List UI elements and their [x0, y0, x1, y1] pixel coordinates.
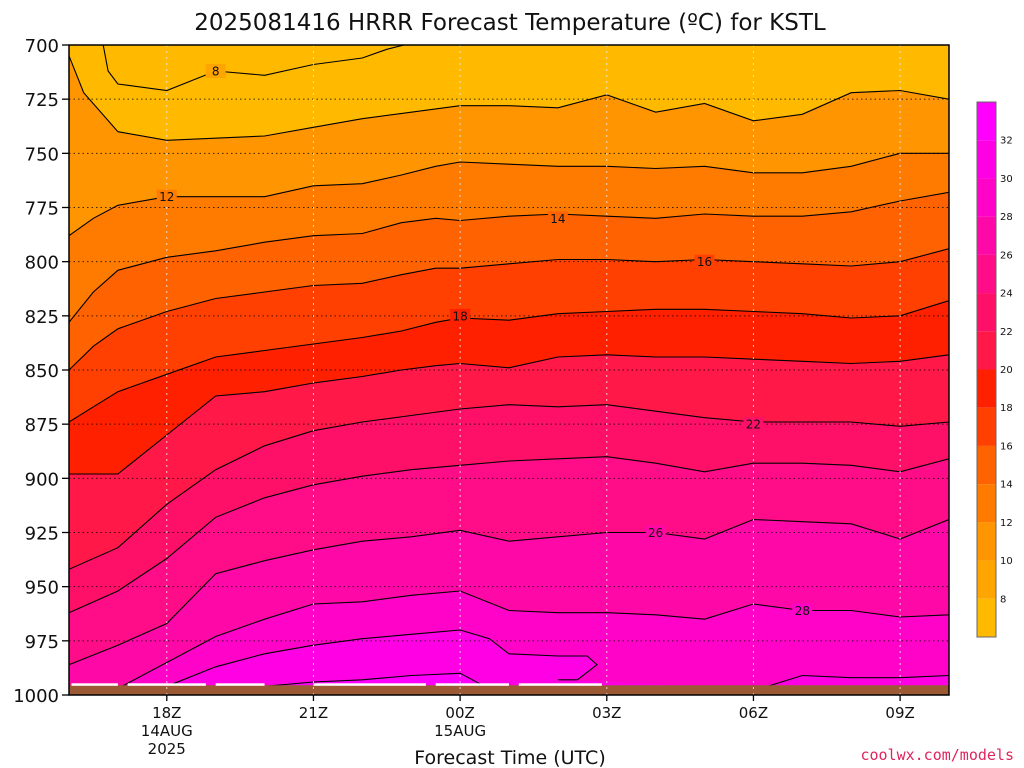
colorbar-swatch-12 [977, 484, 996, 523]
colorbar-label-8: 8 [1000, 594, 1006, 605]
x-axis-label: Forecast Time (UTC) [414, 747, 605, 768]
colorbar-swatch-24 [977, 254, 996, 294]
colorbar-swatch-32 [977, 102, 996, 141]
isotherm-label-bg-28 [792, 603, 813, 618]
isotherm-label-12: 12 [159, 190, 174, 204]
colorbar-label-32: 32 [1000, 136, 1013, 147]
isotherm-label-bg-18 [450, 308, 471, 323]
x-tick-label-18Z: 18Z [152, 704, 181, 722]
x-tick-label-03Z: 03Z [592, 704, 621, 722]
colorbar-label-14: 14 [1000, 480, 1013, 491]
colorbar: 8 10 12 14 16 18 20 22 24 26 28 30 32 [976, 101, 1013, 638]
x-tick-label-00Z: 00Z [445, 704, 474, 722]
temperature-band-30 [142, 630, 906, 695]
isotherm-label-28: 28 [795, 604, 810, 618]
y-tick-label-925: 925 [25, 524, 59, 545]
grid-lines [69, 45, 949, 695]
isotherm-30 [753, 674, 949, 692]
isotherm-label-bg-8 [205, 64, 226, 78]
surface-marker-1 [127, 683, 206, 686]
surface-marker-2 [215, 683, 265, 686]
isotherm-30 [142, 629, 598, 695]
colorbar-label-22: 22 [1000, 327, 1013, 338]
isotherm-label-bg-26 [645, 525, 666, 540]
colorbar-label-26: 26 [1000, 250, 1013, 261]
x-tick-label-14AUG: 14AUG [141, 722, 193, 740]
x-tick-label-21Z: 21Z [299, 704, 328, 722]
y-tick-label-800: 800 [25, 253, 59, 274]
isotherm-label-26: 26 [648, 526, 663, 540]
colorbar-swatch-18 [977, 369, 996, 408]
colorbar-swatch-22 [977, 293, 996, 332]
isotherm-label-bg-16 [694, 254, 715, 269]
colorbar-label-16: 16 [1000, 441, 1013, 452]
colorbar-label-12: 12 [1000, 518, 1013, 529]
y-tick-label-875: 875 [25, 415, 59, 436]
temperature-band-8 [103, 45, 404, 91]
y-tick-label-975: 975 [25, 632, 59, 653]
colorbar-label-28: 28 [1000, 212, 1013, 223]
colorbar-frame [976, 101, 997, 638]
y-tick-label-850: 850 [25, 361, 59, 382]
y-tick-label-775: 775 [25, 199, 59, 220]
y-tick-label-825: 825 [25, 307, 59, 328]
y-tick-label-1000: 1000 [13, 686, 59, 707]
ground-surface [69, 683, 949, 695]
isotherm-label-bg-14 [547, 211, 568, 226]
surface-marker-0 [71, 683, 118, 686]
isotherm-24 [69, 456, 949, 614]
surface-marker-4 [435, 683, 509, 686]
colorbar-label-24: 24 [1000, 289, 1013, 300]
y-tick-label-700: 700 [25, 36, 59, 57]
isotherm-20 [69, 354, 949, 475]
isotherm-26 [69, 518, 949, 666]
isotherm-10 [69, 55, 949, 141]
isotherm-label-18: 18 [452, 309, 467, 323]
colorbar-label-30: 30 [1000, 174, 1013, 185]
isotherm-8 [102, 45, 407, 92]
colorbar-label-20: 20 [1000, 365, 1013, 376]
surface-marker-3 [313, 683, 426, 686]
isotherm-label-22: 22 [746, 418, 761, 432]
isotherm-12 [69, 152, 949, 237]
colorbar-swatch-26 [977, 216, 996, 255]
x-tick-label-06Z: 06Z [739, 704, 768, 722]
isotherm-label-bg-22 [743, 417, 764, 432]
isotherm-label-8: 8 [212, 65, 220, 79]
isotherm-22 [69, 404, 949, 570]
surface-marker-5 [518, 683, 602, 686]
x-tick-label-09Z: 09Z [885, 704, 914, 722]
y-tick-label-950: 950 [25, 578, 59, 599]
colorbar-swatch-6 [977, 598, 996, 637]
colorbar-swatch-20 [977, 331, 996, 370]
isotherm-label-16: 16 [697, 255, 712, 269]
x-tick-label-15AUG: 15AUG [434, 722, 486, 740]
colorbar-swatch-28 [977, 178, 996, 217]
y-tick-label-750: 750 [25, 144, 59, 165]
y-axis-ticks: 700 725 750 775 800 825 850 875 900 925 950 975 1000 [13, 36, 69, 707]
colorbar-swatch-30 [977, 140, 996, 179]
colorbar-label-10: 10 [1000, 556, 1013, 567]
ground-strip [69, 685, 949, 695]
chart-title: 2025081416 HRRR Forecast Temperature (ºC… [194, 10, 826, 36]
source-credit: coolwx.com/models [860, 746, 1014, 764]
isotherm-labels: 8 12 14 16 18 22 26 28 [156, 64, 813, 618]
colorbar-label-18: 18 [1000, 403, 1013, 414]
y-tick-label-725: 725 [25, 90, 59, 111]
colorbar-swatch-10 [977, 522, 996, 561]
colorbar-swatch-14 [977, 445, 996, 485]
isotherm-label-bg-12 [156, 189, 177, 204]
isotherm-label-14: 14 [550, 212, 565, 226]
colorbar-swatch-16 [977, 407, 996, 446]
x-tick-label-2025: 2025 [148, 740, 186, 758]
y-tick-label-900: 900 [25, 469, 59, 490]
colorbar-swatch-8 [977, 560, 996, 599]
